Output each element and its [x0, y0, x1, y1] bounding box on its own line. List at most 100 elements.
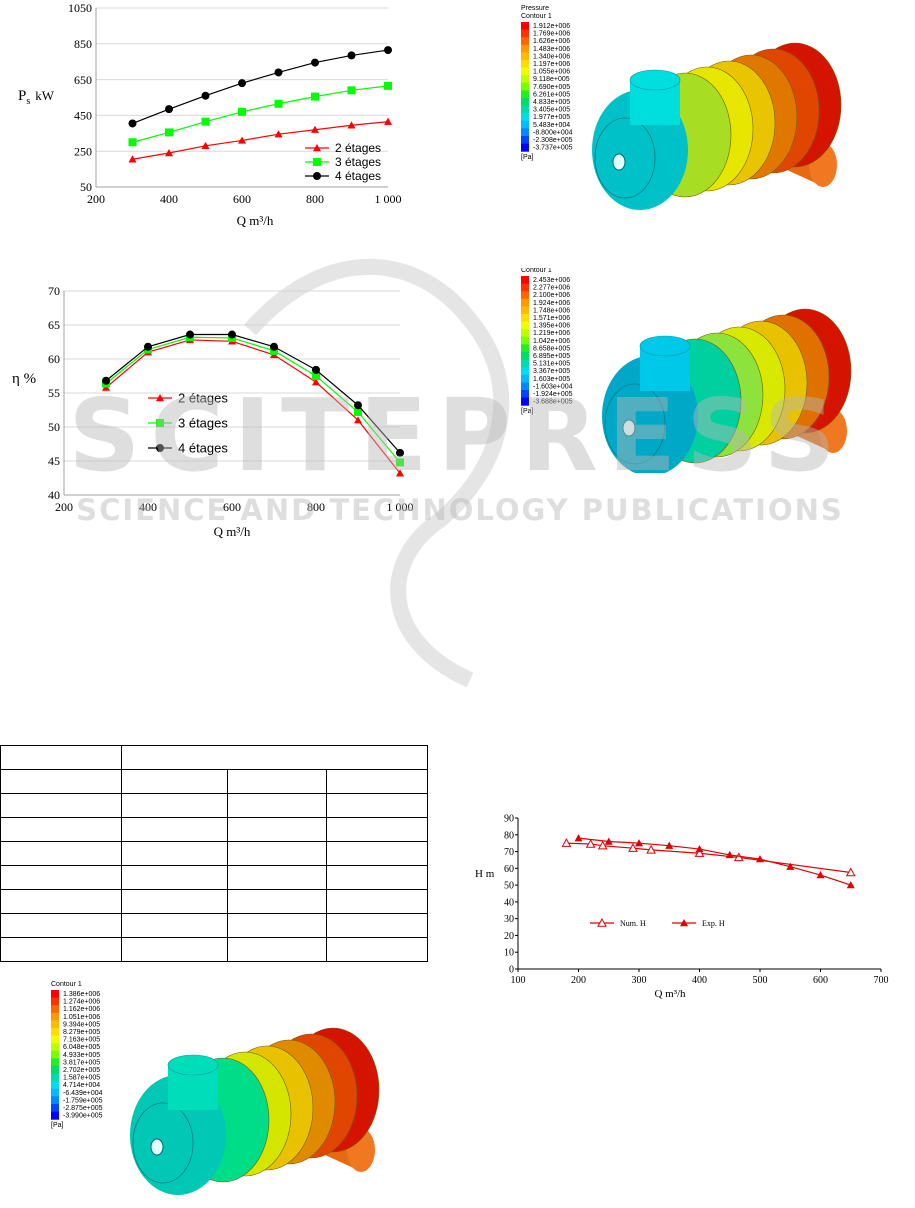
y-tick-label: 65	[48, 318, 60, 332]
data-point	[128, 119, 137, 128]
y-tick-label: 20	[504, 931, 514, 942]
data-point	[165, 105, 173, 114]
color-swatch	[51, 1043, 59, 1052]
table-row	[0, 817, 428, 842]
y-tick-label: 55	[48, 386, 60, 400]
contour-subtitle: Contour 1	[51, 981, 82, 988]
contour-level-label: 5.131e+005	[533, 361, 570, 368]
contour-level-label: 4.714e+004	[63, 1082, 100, 1089]
table-cell	[227, 817, 327, 842]
series-line	[578, 837, 851, 886]
color-swatch	[51, 1104, 59, 1113]
table-cell	[121, 793, 228, 818]
contour-level-label: 8.658e+005	[533, 345, 570, 352]
color-swatch	[51, 1088, 59, 1097]
table-cell	[227, 841, 327, 866]
table-row	[0, 841, 428, 866]
contour-level-label: 1.219e+006	[533, 330, 570, 337]
contour-level-label: -6.439e+004	[63, 1090, 103, 1097]
series-line	[105, 336, 401, 463]
data-point	[396, 458, 404, 467]
color-swatch	[521, 52, 529, 61]
table-cell	[326, 817, 428, 842]
contour-level-label: 3.817e+005	[63, 1059, 100, 1066]
legend-label: 4 étages	[178, 441, 228, 456]
data-point	[628, 843, 638, 852]
contour-title: Pressure	[521, 5, 549, 12]
contour-subtitle: Contour 1	[521, 13, 552, 20]
legend-label: Exp. H	[702, 919, 725, 928]
y-tick-label: 45	[48, 454, 60, 468]
x-tick-label: 500	[753, 975, 768, 986]
contour-level-label: 1.386e+006	[63, 991, 100, 998]
color-swatch	[521, 283, 529, 292]
x-tick-label: 1 000	[387, 500, 414, 514]
legend-marker	[156, 419, 164, 427]
shaft-hole	[622, 419, 636, 437]
color-swatch	[51, 1081, 59, 1090]
y-tick-label: 250	[74, 144, 92, 158]
data-point	[201, 141, 210, 150]
contour-level-label: 1.042e+006	[533, 338, 570, 345]
color-swatch	[51, 1005, 59, 1014]
contour-level-label: 1.395e+006	[533, 323, 570, 330]
data-point	[585, 838, 596, 848]
contour-level-label: 2.453e+006	[533, 277, 570, 284]
pump-model	[592, 42, 842, 210]
color-swatch	[521, 306, 529, 315]
color-swatch	[521, 397, 529, 406]
x-tick-label: 400	[160, 192, 178, 206]
data-point	[574, 834, 583, 842]
data-point	[354, 401, 362, 410]
contour-level-label: 1.603e+005	[533, 376, 570, 383]
x-tick-label: 400	[139, 500, 157, 514]
color-swatch	[51, 1012, 59, 1021]
data-point	[665, 841, 674, 849]
data-point	[347, 86, 356, 95]
contour-level-label: 5.483e+004	[533, 122, 570, 129]
x-tick-label: 600	[233, 192, 251, 206]
color-swatch	[51, 990, 59, 999]
contour-level-label: 1.055e+006	[533, 69, 570, 76]
table-cell	[0, 841, 122, 866]
table-cell	[121, 841, 228, 866]
data-point	[238, 136, 246, 144]
contour-unit: [Pa]	[521, 154, 534, 161]
color-swatch	[51, 1096, 59, 1105]
data-point	[238, 107, 246, 116]
legend-marker	[313, 144, 321, 152]
data-point	[845, 867, 856, 877]
data-point	[144, 342, 152, 351]
color-swatch	[521, 105, 529, 114]
data-point	[270, 342, 278, 351]
data-point	[238, 79, 246, 88]
x-tick-label: 400	[692, 975, 707, 986]
x-axis-label: Q m³/h	[214, 524, 251, 539]
table-row	[0, 769, 428, 794]
contour-level-label: 1.274e+006	[63, 999, 100, 1006]
contour-level-label: -8.800e+004	[533, 129, 573, 136]
table-cell	[326, 913, 428, 938]
table-cell	[0, 793, 122, 818]
legend-marker	[313, 158, 321, 166]
table-cell	[227, 889, 327, 914]
contour-level-label: -2.308e+005	[533, 137, 573, 144]
color-swatch	[521, 382, 529, 391]
color-swatch	[51, 997, 59, 1006]
legend-marker	[597, 917, 607, 927]
data-point	[384, 81, 392, 90]
contour-level-label: 1.769e+006	[533, 31, 570, 38]
inlet-top	[167, 1054, 219, 1076]
volute-face	[132, 1102, 194, 1184]
table-cell	[326, 937, 428, 962]
volute-face	[594, 117, 656, 199]
table-cell	[0, 913, 122, 938]
contour-subtitle: Contour 1	[521, 268, 552, 274]
contour-level-label: 1.483e+006	[533, 46, 570, 53]
table-cell	[121, 937, 228, 962]
table-cell	[121, 913, 228, 938]
table-cell	[121, 865, 228, 890]
y-tick-label: 50	[48, 420, 60, 434]
y-tick-label: 70	[48, 284, 60, 298]
color-swatch	[521, 291, 529, 300]
